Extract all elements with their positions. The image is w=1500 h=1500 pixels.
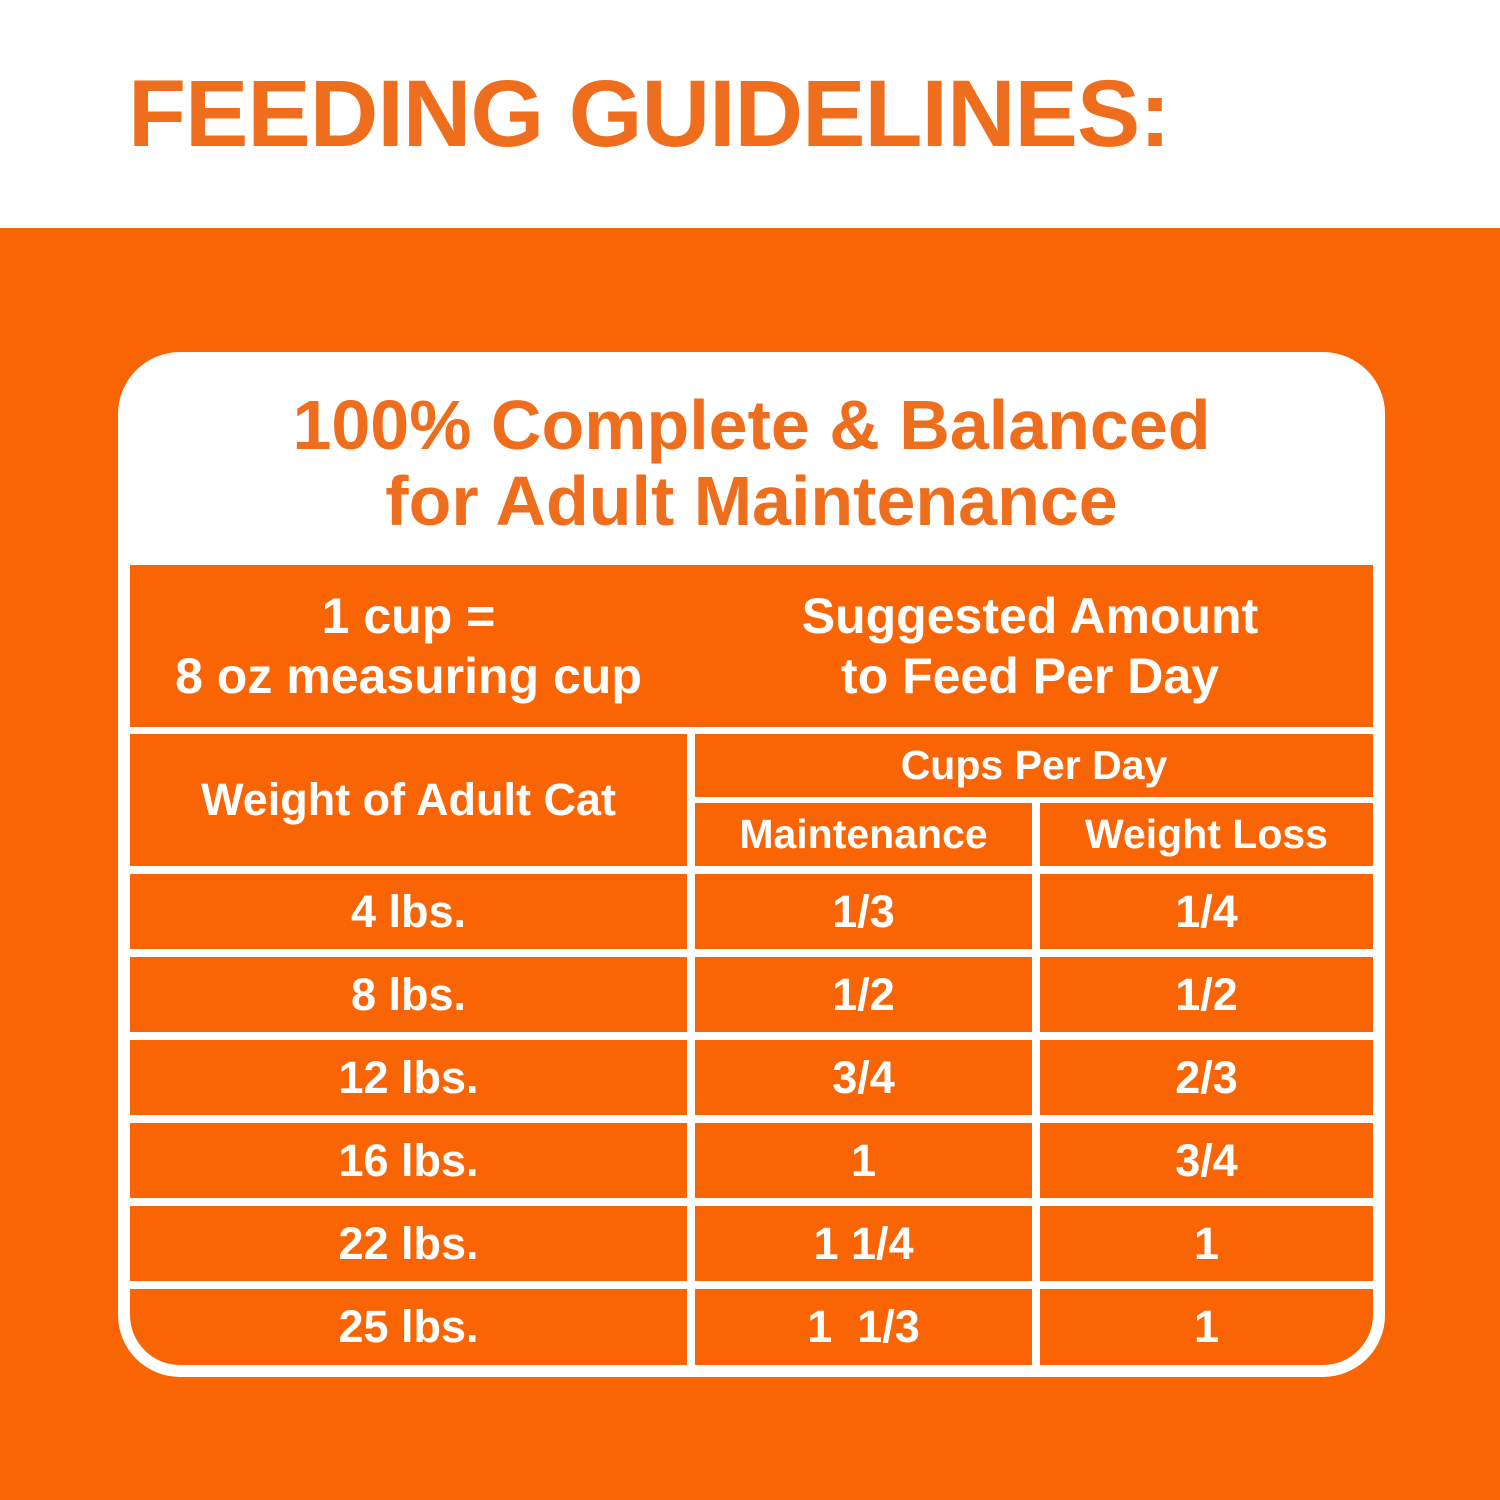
card-heading-line2: for Adult Maintenance <box>385 461 1118 540</box>
suggested-amount-line2: to Feed Per Day <box>841 648 1219 704</box>
maintenance-cell: 1 1/3 <box>695 1289 1032 1365</box>
feeding-table: 1 cup = 8 oz measuring cup Suggested Amo… <box>130 565 1373 1365</box>
table-header-band: 1 cup = 8 oz measuring cup Suggested Amo… <box>130 565 1373 727</box>
table-row: 22 lbs. 1 1/4 1 <box>130 1206 1373 1281</box>
suggested-amount-line1: Suggested Amount <box>801 588 1259 644</box>
cup-measure-note-line1: 1 cup = <box>321 588 496 644</box>
column-header-maintenance: Maintenance <box>695 803 1032 866</box>
cups-subheader-row: Maintenance Weight Loss <box>695 803 1373 866</box>
column-header-weight: Weight of Adult Cat <box>130 734 687 866</box>
cup-measure-note: 1 cup = 8 oz measuring cup <box>130 565 687 727</box>
card-heading-line1: 100% Complete & Balanced <box>292 386 1211 464</box>
column-header-weight-loss: Weight Loss <box>1040 803 1373 866</box>
page-title: FEEDING GUIDELINES: <box>128 60 1171 167</box>
maintenance-cell: 3/4 <box>695 1040 1032 1115</box>
weight-loss-cell: 1/4 <box>1040 874 1373 949</box>
weight-loss-cell: 1 <box>1040 1206 1373 1281</box>
weight-cell: 22 lbs. <box>130 1206 687 1281</box>
column-header-band: Weight of Adult Cat Cups Per Day Mainten… <box>130 734 1373 866</box>
table-row: 25 lbs. 1 1/3 1 <box>130 1289 1373 1365</box>
column-group-header-cups-per-day: Cups Per Day <box>695 734 1373 797</box>
maintenance-cell: 1 <box>695 1123 1032 1198</box>
card-heading: 100% Complete & Balanced for Adult Maint… <box>130 364 1373 565</box>
suggested-amount-header: Suggested Amount to Feed Per Day <box>687 565 1373 727</box>
table-row: 12 lbs. 3/4 2/3 <box>130 1040 1373 1115</box>
cups-columns-group: Cups Per Day Maintenance Weight Loss <box>695 734 1373 866</box>
page-header: FEEDING GUIDELINES: <box>0 0 1500 228</box>
weight-cell: 12 lbs. <box>130 1040 687 1115</box>
weight-cell: 8 lbs. <box>130 957 687 1032</box>
weight-cell: 4 lbs. <box>130 874 687 949</box>
weight-loss-cell: 2/3 <box>1040 1040 1373 1115</box>
table-row: 8 lbs. 1/2 1/2 <box>130 957 1373 1032</box>
weight-loss-cell: 1 <box>1040 1289 1373 1365</box>
cup-measure-note-line2: 8 oz measuring cup <box>175 648 642 704</box>
table-row: 16 lbs. 1 3/4 <box>130 1123 1373 1198</box>
maintenance-cell: 1/2 <box>695 957 1032 1032</box>
weight-loss-cell: 3/4 <box>1040 1123 1373 1198</box>
guidelines-card: 100% Complete & Balanced for Adult Maint… <box>118 352 1385 1377</box>
maintenance-cell: 1 1/4 <box>695 1206 1032 1281</box>
weight-cell: 16 lbs. <box>130 1123 687 1198</box>
maintenance-cell: 1/3 <box>695 874 1032 949</box>
weight-cell: 25 lbs. <box>130 1289 687 1365</box>
table-row: 4 lbs. 1/3 1/4 <box>130 874 1373 949</box>
weight-loss-cell: 1/2 <box>1040 957 1373 1032</box>
